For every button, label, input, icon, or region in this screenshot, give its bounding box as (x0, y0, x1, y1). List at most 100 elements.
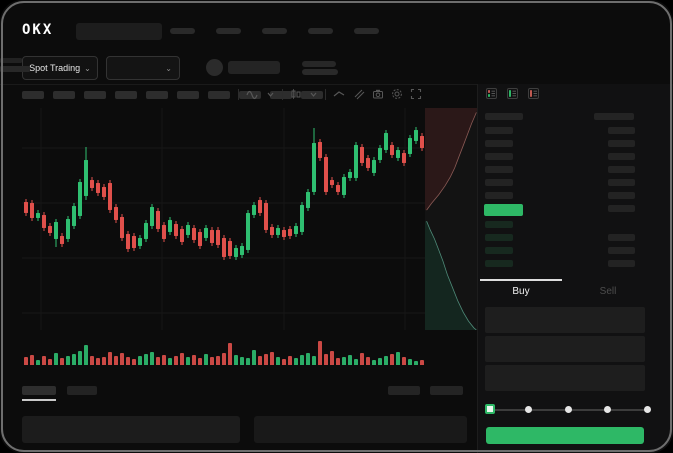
amount-row[interactable] (608, 234, 635, 241)
timeframe-chip[interactable] (208, 91, 230, 99)
bottom-tab-order-history[interactable] (67, 386, 97, 395)
timeframe-chip[interactable] (239, 91, 261, 99)
amount-row[interactable] (608, 166, 635, 173)
bid-row[interactable] (485, 234, 513, 241)
candle (222, 238, 226, 257)
nav-item-placeholder[interactable] (262, 28, 287, 34)
book-bids-icon[interactable] (507, 88, 518, 99)
volume-bar (192, 355, 196, 365)
timeframe-chip[interactable] (270, 91, 292, 99)
amount-slider-handle[interactable] (485, 404, 495, 414)
bottom-tab-open-orders[interactable] (22, 386, 56, 395)
orderbook-last-price[interactable] (484, 204, 523, 216)
tab-sell[interactable]: Sell (565, 281, 651, 302)
order-form-field[interactable] (485, 365, 645, 391)
candle (192, 228, 196, 240)
timeframe-chip[interactable] (22, 91, 44, 99)
slider-stop[interactable] (604, 406, 611, 413)
market-type-dropdown[interactable]: Spot Trading ⌄ (22, 56, 98, 80)
volume-bar (348, 355, 352, 365)
nav-item-placeholder[interactable] (354, 28, 379, 34)
tab-buy[interactable]: Buy (477, 281, 565, 302)
candle (48, 226, 52, 233)
ask-row[interactable] (485, 179, 513, 186)
amount-row[interactable] (608, 205, 635, 212)
indicators-wave-icon[interactable] (246, 88, 259, 100)
pair-selector-dropdown[interactable]: ⌄ (106, 56, 180, 80)
bid-row[interactable] (485, 247, 513, 254)
fullscreen-icon[interactable] (410, 88, 422, 100)
volume-bar (300, 355, 304, 365)
volume-bar (276, 357, 280, 365)
timeframe-chip[interactable] (84, 91, 106, 99)
trendline-icon[interactable] (333, 88, 346, 100)
ask-row[interactable] (485, 140, 513, 147)
fiat-price-placeholder (302, 69, 338, 75)
candle (234, 248, 238, 257)
volume-bar (132, 359, 136, 365)
parallel-lines-icon[interactable] (353, 88, 365, 100)
amount-row[interactable] (608, 127, 635, 134)
ask-row[interactable] (485, 153, 513, 160)
volume-bar (90, 356, 94, 365)
nav-item-placeholder[interactable] (170, 28, 195, 34)
ask-row[interactable] (485, 192, 513, 199)
candle (126, 234, 130, 249)
chevron-down-icon[interactable] (266, 88, 275, 100)
slider-stop[interactable] (564, 406, 572, 413)
candle-style-icon[interactable] (290, 88, 302, 100)
candle (162, 225, 166, 239)
buy-submit-button[interactable] (486, 427, 644, 444)
chevron-down-icon[interactable] (309, 88, 318, 100)
volume-bar (108, 352, 112, 365)
nav-item-placeholder[interactable] (308, 28, 333, 34)
volume-bar (378, 358, 382, 365)
candle (186, 225, 190, 235)
timeframe-chip[interactable] (177, 91, 199, 99)
candle (324, 157, 328, 192)
order-form-field[interactable] (485, 307, 645, 333)
nav-item-placeholder[interactable] (216, 28, 241, 34)
candle (54, 222, 58, 239)
slider-stop[interactable] (525, 406, 532, 413)
bid-row[interactable] (485, 221, 513, 228)
last-price-placeholder (302, 61, 336, 67)
candle (252, 205, 256, 215)
order-form-field[interactable] (485, 336, 645, 362)
amount-row[interactable] (608, 192, 635, 199)
candle (378, 148, 382, 160)
pair-name-placeholder (228, 61, 280, 74)
amount-row[interactable] (608, 140, 635, 147)
search-input[interactable] (76, 23, 162, 40)
amount-row[interactable] (608, 260, 635, 267)
ask-row[interactable] (485, 166, 513, 173)
buy-tab-indicator (480, 279, 562, 281)
bottom-cancel-all-button[interactable] (430, 386, 463, 395)
candle (342, 177, 346, 195)
volume-bar (42, 356, 46, 365)
candle (102, 187, 106, 197)
amount-row[interactable] (608, 247, 635, 254)
candle (96, 183, 100, 193)
book-all-icon[interactable] (486, 88, 497, 99)
timeframe-chip[interactable] (115, 91, 137, 99)
candle (282, 230, 286, 237)
candle (198, 232, 202, 246)
camera-icon[interactable] (372, 88, 384, 100)
volume-bar (330, 351, 334, 365)
settings-gear-icon[interactable] (391, 88, 403, 100)
bid-row[interactable] (485, 260, 513, 267)
candle (66, 219, 70, 239)
volume-bar (372, 360, 376, 365)
ask-row[interactable] (485, 127, 513, 134)
book-asks-icon[interactable] (528, 88, 539, 99)
amount-row[interactable] (608, 153, 635, 160)
timeframe-chip[interactable] (53, 91, 75, 99)
amount-row[interactable] (608, 179, 635, 186)
bottom-filter-button[interactable] (388, 386, 420, 395)
slider-stop[interactable] (643, 406, 651, 413)
timeframe-chip[interactable] (146, 91, 168, 99)
candles-svg[interactable] (22, 108, 425, 330)
